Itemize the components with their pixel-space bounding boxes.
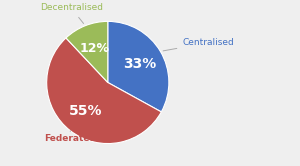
Text: Centralised: Centralised <box>163 38 234 51</box>
Text: 12%: 12% <box>79 42 109 55</box>
Text: 55%: 55% <box>69 104 102 118</box>
Text: Decentralised: Decentralised <box>40 3 103 24</box>
Wedge shape <box>66 21 108 83</box>
Wedge shape <box>47 38 161 144</box>
Text: Federated: Federated <box>44 131 95 143</box>
Text: 33%: 33% <box>123 57 156 71</box>
Wedge shape <box>108 21 169 112</box>
